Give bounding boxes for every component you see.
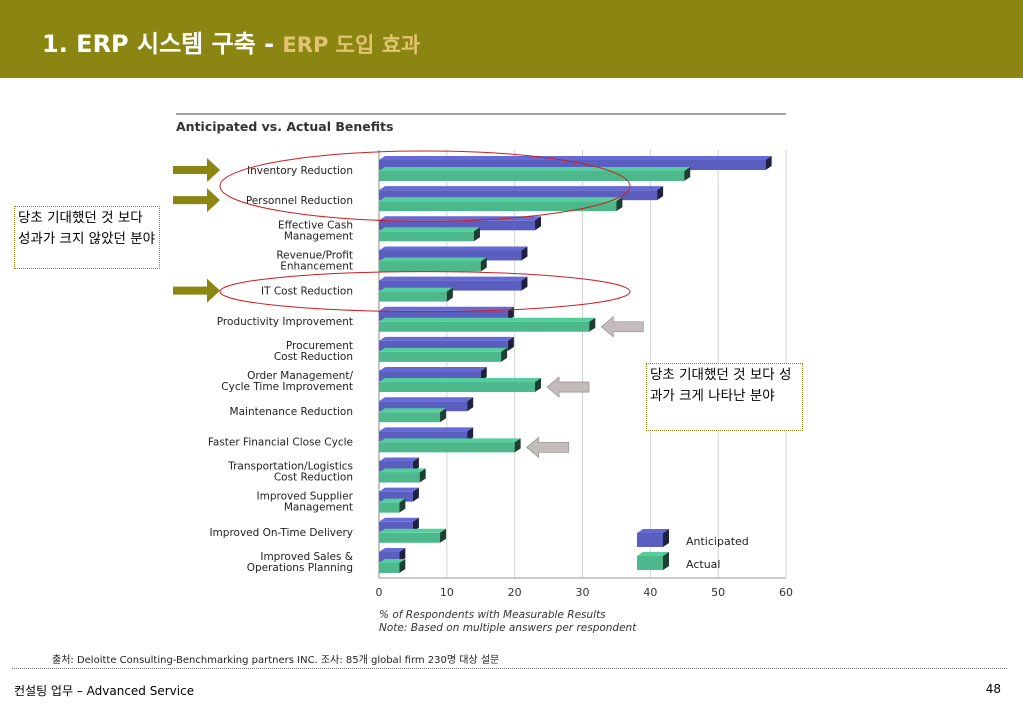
category-label: Revenue/Profit [276, 249, 353, 261]
bar-actual [379, 408, 447, 423]
pointer-arrow-icon [173, 188, 220, 213]
bar-actual [379, 227, 480, 242]
bar-actual [379, 498, 406, 513]
bar-actual [379, 558, 406, 573]
bar-anticipated [379, 246, 528, 261]
category-label: Operations Planning [247, 562, 353, 574]
bar-actual [379, 287, 453, 302]
x-tick-label: 20 [508, 586, 522, 599]
category-label: Order Management/ [247, 370, 353, 382]
source-citation: 출처: Deloitte Consulting-Benchmarking par… [52, 655, 500, 666]
x-tick-label: 60 [779, 586, 793, 599]
note-above-expectation: 당초 기대했던 것 보다 성과가 크게 나타난 분야 [646, 363, 803, 431]
legend-label-anticipated: Anticipated [686, 535, 749, 548]
category-label: Cost Reduction [274, 472, 353, 484]
highlight-ellipse [219, 150, 631, 222]
gray-arrow-icon [526, 436, 570, 459]
category-label: Productivity Improvement [217, 316, 353, 328]
category-label: Management [284, 230, 353, 242]
pointer-arrow-icon [173, 278, 220, 303]
x-tick-label: 50 [711, 586, 725, 599]
bar-actual [379, 468, 426, 483]
category-label: Transportation/Logistics [227, 461, 353, 473]
category-label: Enhancement [280, 260, 353, 272]
x-tick-label: 0 [376, 586, 383, 599]
bar-anticipated [379, 186, 664, 201]
chart-title: Anticipated vs. Actual Benefits [176, 119, 393, 134]
bar-actual [379, 378, 542, 393]
bar-anticipated [379, 457, 419, 472]
bar-actual [379, 167, 691, 181]
slide-title-sub: ERP 도입 효과 [282, 33, 421, 57]
pointer-arrow-icon [173, 158, 220, 182]
category-label: Procurement [286, 340, 353, 352]
bar-actual [379, 528, 447, 543]
highlight-ellipse [219, 271, 631, 313]
x-tick-label: 40 [643, 586, 657, 599]
category-label: Improved Supplier [257, 491, 354, 503]
category-label: Cost Reduction [274, 351, 353, 363]
legend-swatch-actual [637, 552, 669, 570]
category-label: Improved On-Time Delivery [209, 527, 353, 539]
gray-arrow-icon [600, 315, 644, 338]
category-label: Faster Financial Close Cycle [208, 436, 353, 448]
x-tick-label: 10 [440, 586, 454, 599]
footer-divider [12, 668, 1007, 669]
bar-anticipated [379, 156, 772, 170]
slide-title-main: 1. ERP 시스템 구축 - [42, 30, 283, 58]
gray-arrow-icon [546, 376, 590, 398]
footer-text: 컨설팅 업무 – Advanced Service [14, 684, 195, 698]
bar-anticipated [379, 397, 474, 412]
bar-anticipated [379, 517, 419, 532]
bar-actual [379, 257, 487, 272]
bar-anticipated [379, 427, 474, 442]
x-axis-label: % of Respondents with Measurable Results [379, 609, 606, 621]
bar-anticipated [379, 487, 419, 502]
category-label: Effective Cash [278, 219, 353, 231]
legend-label-actual: Actual [686, 558, 720, 571]
bar-actual [379, 438, 521, 453]
page-number: 48 [985, 682, 1001, 696]
bar-anticipated [379, 336, 514, 351]
x-tick-label: 30 [576, 586, 590, 599]
title-bar [0, 0, 1023, 78]
bar-actual [379, 197, 623, 212]
legend-swatch-anticipated [637, 529, 669, 547]
category-label: Cycle Time Improvement [221, 381, 353, 393]
note-below-expectation: 당초 기대했던 것 보다 성과가 크지 않았던 분야 [14, 206, 160, 269]
category-label: Maintenance Reduction [230, 406, 353, 418]
bar-anticipated [379, 367, 487, 382]
bar-actual [379, 347, 508, 362]
category-label: Management [284, 502, 353, 514]
category-label: Personnel Reduction [246, 195, 353, 207]
bar-anticipated [379, 276, 528, 291]
bar-actual [379, 317, 596, 332]
category-label: IT Cost Reduction [261, 286, 353, 298]
slide-title: 1. ERP 시스템 구축 - ERP 도입 효과 [42, 24, 420, 59]
category-label: Inventory Reduction [247, 165, 353, 177]
category-label: Improved Sales & [260, 551, 353, 563]
x-axis-label: Note: Based on multiple answers per resp… [379, 622, 637, 634]
bar-anticipated [379, 547, 406, 562]
